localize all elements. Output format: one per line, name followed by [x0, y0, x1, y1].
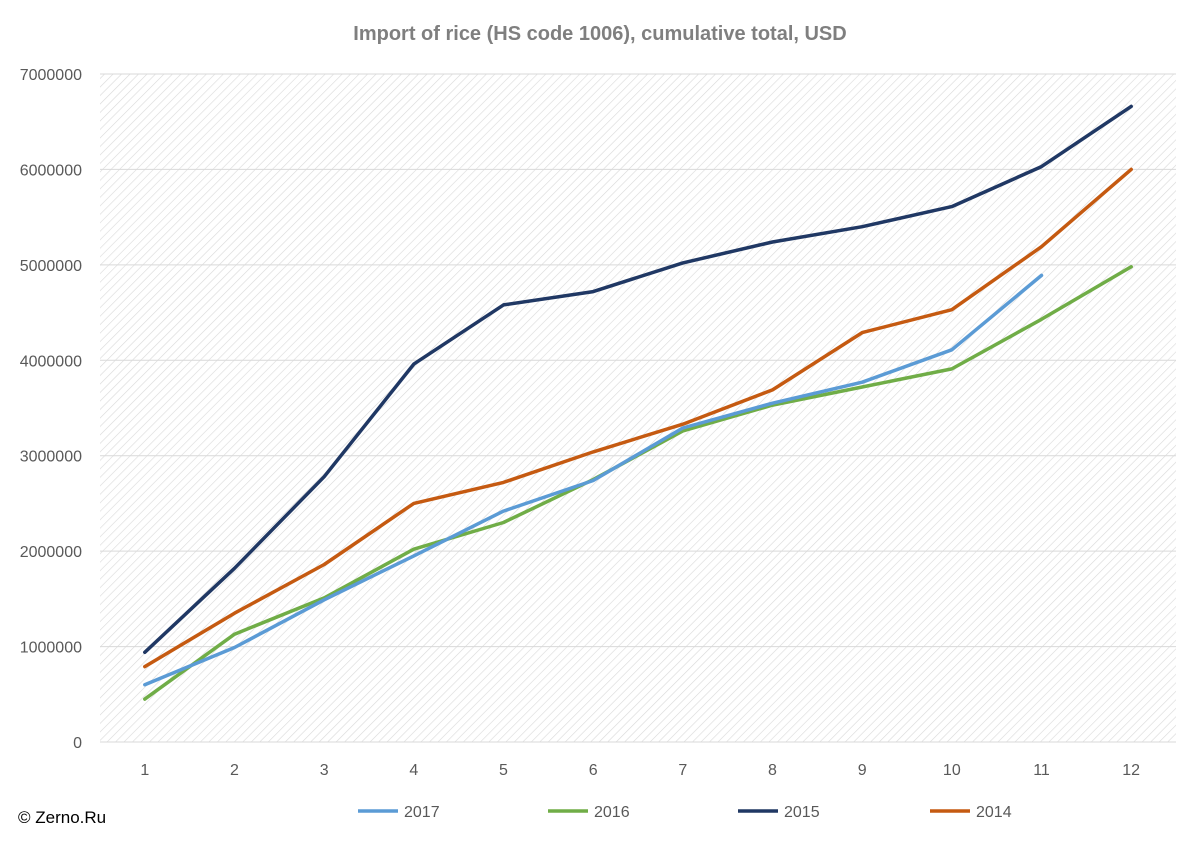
plot-area — [100, 74, 1176, 742]
x-tick-label: 10 — [943, 762, 961, 779]
x-tick-label: 7 — [678, 762, 687, 779]
y-tick-label: 4000000 — [20, 353, 82, 370]
y-axis: 0 1000000 2000000 3000000 4000000 5000000 6000… — [20, 67, 82, 752]
y-tick-label: 1000000 — [20, 640, 82, 657]
legend-label: 2017 — [404, 804, 440, 821]
legend: 2017 2016 2015 2014 — [358, 804, 1012, 821]
x-tick-label: 5 — [499, 762, 508, 779]
x-tick-label: 4 — [409, 762, 418, 779]
x-tick-label: 2 — [230, 762, 239, 779]
x-tick-label: 9 — [858, 762, 867, 779]
legend-label: 2015 — [784, 804, 820, 821]
x-tick-label: 8 — [768, 762, 777, 779]
x-tick-label: 12 — [1122, 762, 1140, 779]
x-tick-label: 11 — [1033, 762, 1050, 779]
y-tick-label: 5000000 — [20, 258, 82, 275]
y-tick-label: 0 — [73, 735, 82, 752]
series-line-2017 — [143, 273, 1044, 687]
y-tick-label: 6000000 — [20, 162, 82, 179]
legend-label: 2014 — [976, 804, 1012, 821]
x-tick-label: 3 — [320, 762, 329, 779]
series-line-2015 — [143, 104, 1133, 655]
y-tick-label: 2000000 — [20, 544, 82, 561]
credit-text: © Zerno.Ru — [18, 808, 107, 827]
series-line-2014 — [143, 167, 1133, 669]
y-tick-label: 3000000 — [20, 449, 82, 466]
chart-title: Import of rice (HS code 1006), cumulativ… — [353, 23, 846, 45]
gridlines — [100, 73, 1176, 743]
x-axis: 1 2 3 4 5 6 7 8 9 10 11 12 — [140, 762, 1140, 779]
x-tick-label: 6 — [589, 762, 598, 779]
y-tick-label: 7000000 — [20, 67, 82, 84]
x-tick-label: 1 — [140, 762, 149, 779]
series-lines — [143, 104, 1133, 701]
legend-label: 2016 — [594, 804, 630, 821]
